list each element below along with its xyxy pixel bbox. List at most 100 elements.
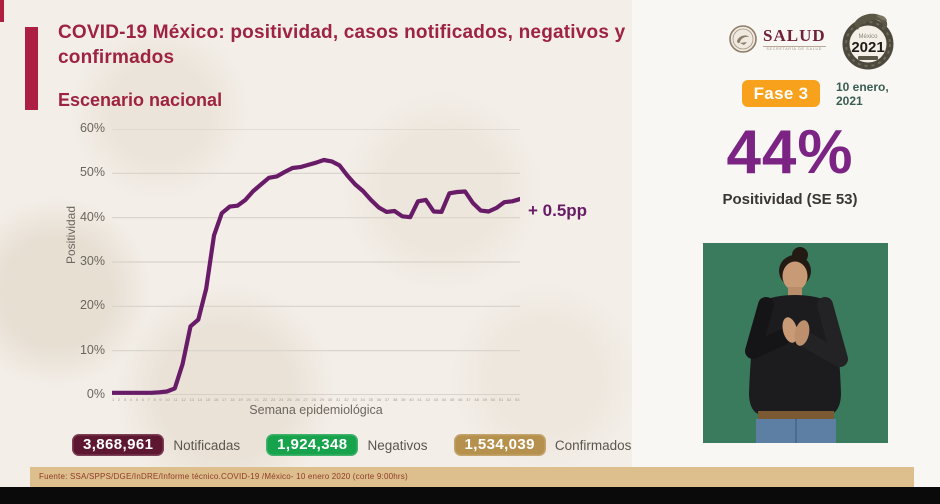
y-axis-tick-label: 10% [79,342,105,357]
x-axis-tick-label: 6 [141,397,144,402]
x-axis-tick-label: 35 [368,397,373,402]
x-axis-tick-label: 43 [433,397,439,402]
year-logo-caption: México [858,34,878,40]
x-axis-tick-label: 20 [246,397,251,402]
y-axis-tick-label: 40% [79,209,105,224]
positivity-value: 44% [726,118,854,187]
x-axis-tick-label: 32 [344,397,349,402]
y-axis-tick-label: 60% [79,121,105,135]
salud-logo: SALUD SECRETARÍA DE SALUD [728,24,826,54]
x-axis-tick-label: 21 [254,397,259,402]
quetzalcoatl-ring-icon: México 2021 [842,13,894,70]
report-date-line2: 2021 [836,94,863,109]
x-axis-tick-label: 1 [112,397,115,402]
x-axis-tick-label: 22 [262,397,268,402]
page-title: COVID-19 México: positividad, casos noti… [58,22,626,69]
salud-sublabel: SECRETARÍA DE SALUD [763,45,826,52]
x-axis-tick-label: 40 [409,397,414,402]
bottom-black-bar [0,487,940,504]
corner-accent [0,0,4,22]
x-axis-tick-label: 10 [165,397,170,402]
x-axis-tick-label: 31 [335,397,341,402]
notificadas-badge: 3,868,961 [72,434,165,456]
stat-notificadas: 3,868,961 Notificadas [72,434,240,456]
y-axis-tick-label: 0% [86,387,105,401]
x-axis-tick-label: 38 [392,397,398,402]
totals-row: 3,868,961 Notificadas 1,924,348 Negativo… [72,434,657,456]
x-axis-tick-label: 23 [270,397,276,402]
notificadas-label: Notificadas [173,437,241,453]
title-accent-bar [25,27,38,110]
y-axis-tick-label: 30% [79,254,105,268]
x-axis-tick-label: 4 [129,397,132,402]
x-axis-tick-label: 13 [189,397,194,402]
x-axis-tick-label: 34 [360,397,365,402]
x-axis-tick-label: 29 [319,397,325,402]
x-axis-tick-label: 2 [117,397,121,402]
x-axis-tick-label: 12 [181,397,186,402]
year-logo-year: 2021 [851,39,884,56]
x-axis-tick-label: 9 [159,397,162,402]
source-footer: Fuente: SSA/SPPS/DGE/InDRE/Informe técni… [30,467,914,487]
y-axis-tick-label: 50% [79,165,105,180]
x-axis-tick-label: 15 [205,397,211,402]
x-axis-tick-label: 11 [173,397,178,402]
phase-badge: Fase 3 [742,80,820,107]
x-axis-tick-label: 3 [123,397,127,402]
x-axis-tick-label: 47 [466,397,471,402]
salud-seal-icon [729,25,757,53]
x-axis-tick-label: 33 [352,397,357,402]
x-axis-tick-label: 42 [425,397,430,402]
stat-confirmados: 1,534,039 Confirmados [453,434,632,456]
x-axis-tick-label: 37 [384,397,390,402]
x-axis-tick-label: 46 [458,397,463,402]
x-axis-tick-label: 49 [482,397,487,402]
x-axis-tick-label: 7 [147,397,150,402]
y-axis-tick-label: 20% [79,298,105,313]
x-axis-ticks: 1 2 3 4 5 6 7 8 9 10 11 12 13 14 15 16 17 18 19 20 21 22 23 24 2… [112,397,520,403]
x-axis-tick-label: 5 [135,397,138,402]
x-axis-tick-label: 17 [221,397,227,402]
negativos-label: Negativos [367,437,428,453]
chart-canvas [109,128,523,396]
x-axis-tick-label: 27 [303,397,308,402]
x-axis-tick-label: 50 [490,397,496,402]
report-date: 10 enero, 2021 [836,80,889,109]
x-axis-tick-label: 14 [197,397,203,402]
negativos-badge: 1,924,348 [266,434,359,456]
x-axis-tick-label: 52 [506,397,512,402]
confirmados-badge: 1,534,039 [453,434,546,456]
page-subtitle: Escenario nacional [58,90,223,110]
mexico-2021-logo: México 2021 [836,8,900,72]
interpreter-figure [745,247,848,443]
positivity-label: Positividad (SE 53) [722,191,858,209]
sign-language-interpreter-video [703,243,888,443]
x-axis-tick-label: 39 [401,397,406,402]
x-axis-tick-label: 45 [449,397,455,402]
x-axis-tick-label: 25 [287,397,292,402]
x-axis-tick-label: 19 [238,397,243,402]
x-axis-tick-label: 30 [327,397,333,402]
x-axis-tick-label: 44 [441,397,447,402]
x-axis-tick-label: 8 [153,397,156,402]
x-axis-tick-label: 41 [417,397,422,402]
x-axis-tick-label: 53 [515,397,520,402]
confirmados-label: Confirmados [554,437,632,453]
delta-annotation: + 0.5pp [528,201,588,220]
x-axis-tick-label: 26 [295,397,300,402]
salud-wordmark: SALUD [763,25,826,45]
positivity-line-chart [109,128,523,396]
positivity-series-line [109,157,523,395]
x-axis-tick-label: 24 [278,397,284,402]
x-axis-tick-label: 51 [498,397,504,402]
x-axis-tick-label: 48 [474,397,479,402]
x-axis-tick-label: 36 [376,397,382,402]
x-axis-tick-label: 28 [311,397,316,402]
x-axis-tick-label: 16 [213,397,219,402]
report-date-line1: 10 enero, [836,80,889,94]
stat-negativos: 1,924,348 Negativos [266,434,428,456]
highlight-stat: 44% Positividad (SE 53) [690,120,890,208]
x-axis-tick-label: 18 [230,397,235,402]
x-axis-label: Semana epidemiológica [249,403,383,417]
